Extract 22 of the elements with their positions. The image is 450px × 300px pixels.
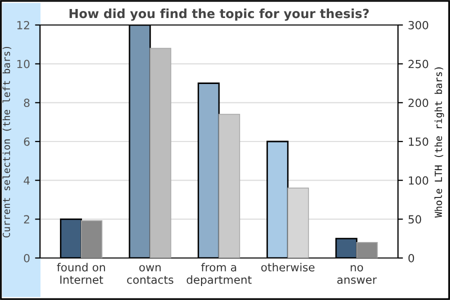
y2-tick-label: 0 xyxy=(408,254,414,262)
y-tick-label: 12 xyxy=(17,20,30,30)
y-tick-label: 8 xyxy=(24,98,30,108)
x-tick-label: own contacts xyxy=(127,265,174,284)
x-tick-label: found on Internet xyxy=(56,262,105,284)
y2-axis-title: Whole LTH (the right bars) xyxy=(434,67,444,218)
x-tick-label: from a department xyxy=(186,262,252,286)
y-tick-label: 2 xyxy=(24,215,30,224)
y-tick-label: 0 xyxy=(24,254,30,262)
y-tick-label: 6 xyxy=(24,137,30,146)
y-axis-title: Current selection (the left bars) xyxy=(2,46,12,238)
y2-tick-label: 200 xyxy=(408,98,428,108)
y-tick-label: 4 xyxy=(24,176,30,185)
y-tick-label: 10 xyxy=(17,60,30,68)
y2-tick-label: 50 xyxy=(408,215,422,224)
y2-tick-label: 150 xyxy=(408,137,428,146)
y2-tick-label: 250 xyxy=(408,60,428,68)
y2-tick-label: 300 xyxy=(408,20,428,30)
y2-tick-label: 100 xyxy=(408,176,428,185)
chart-title: How did you find the topic for your thesis? xyxy=(70,8,369,21)
x-tick-label: otherwise xyxy=(261,262,314,272)
x-tick-label: no answer xyxy=(337,265,377,284)
